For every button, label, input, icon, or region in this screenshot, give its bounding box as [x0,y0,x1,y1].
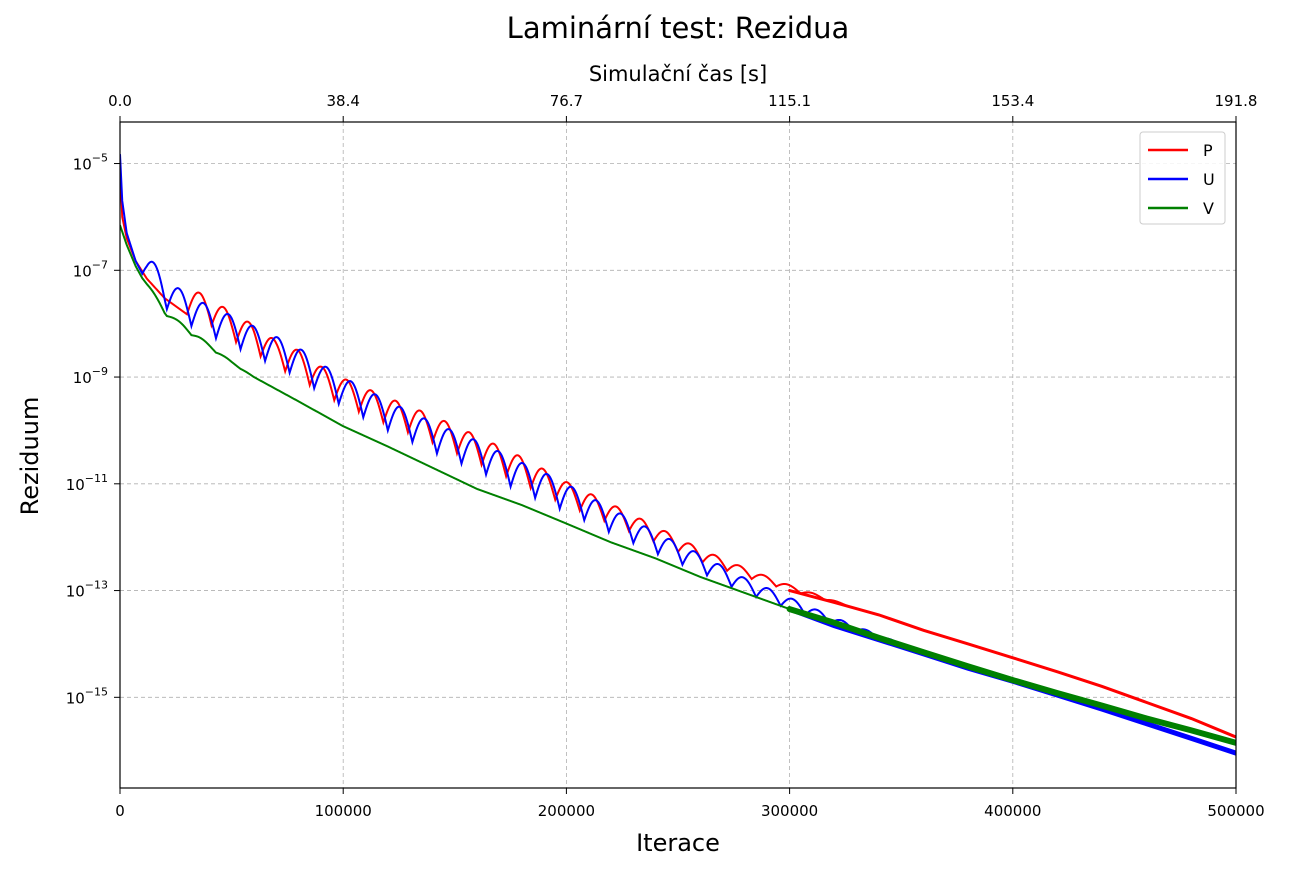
x-tick-label: 500000 [1207,802,1264,820]
x2-tick-label: 115.1 [768,92,811,110]
x2-tick-label: 38.4 [326,92,359,110]
y-tick-label: 10−11 [66,472,108,494]
legend: PUV [1139,131,1226,225]
series-band-p [788,589,1236,739]
y-axis-title: Reziduum [16,397,44,516]
y-tick-label: 10−13 [66,579,108,601]
y-tick-label: 10−15 [66,685,108,707]
legend-label-v: V [1203,199,1214,218]
ticks: 0 100000 200000 300000 400000 500000 0.0 38.4 76… [66,92,1265,820]
series-band-v [786,606,1236,746]
x-tick-label: 200000 [538,802,595,820]
x-tick-label: 300000 [761,802,818,820]
x-axis-title: Iterace [636,829,720,857]
x-tick-label: 0 [115,802,125,820]
series-line-p [120,163,1236,738]
top-axis-title: Simulační čas [s] [589,62,767,86]
x-tick-label: 400000 [984,802,1041,820]
series-line-u [120,154,1236,755]
y-tick-label: 10−7 [73,258,108,280]
grid [119,122,1237,788]
y-tick-label: 10−5 [73,152,108,174]
x-tick-label: 100000 [315,802,372,820]
x2-tick-label: 153.4 [991,92,1034,110]
y-tick-label: 10−9 [73,365,108,387]
series-layer [120,154,1236,756]
legend-label-p: P [1203,141,1213,160]
plot-frame [119,121,1237,789]
x2-tick-label: 0.0 [108,92,132,110]
x2-tick-label: 76.7 [550,92,583,110]
chart-title: Laminární test: Rezidua [507,11,850,45]
legend-label-u: U [1203,170,1215,189]
x2-tick-label: 191.8 [1215,92,1258,110]
